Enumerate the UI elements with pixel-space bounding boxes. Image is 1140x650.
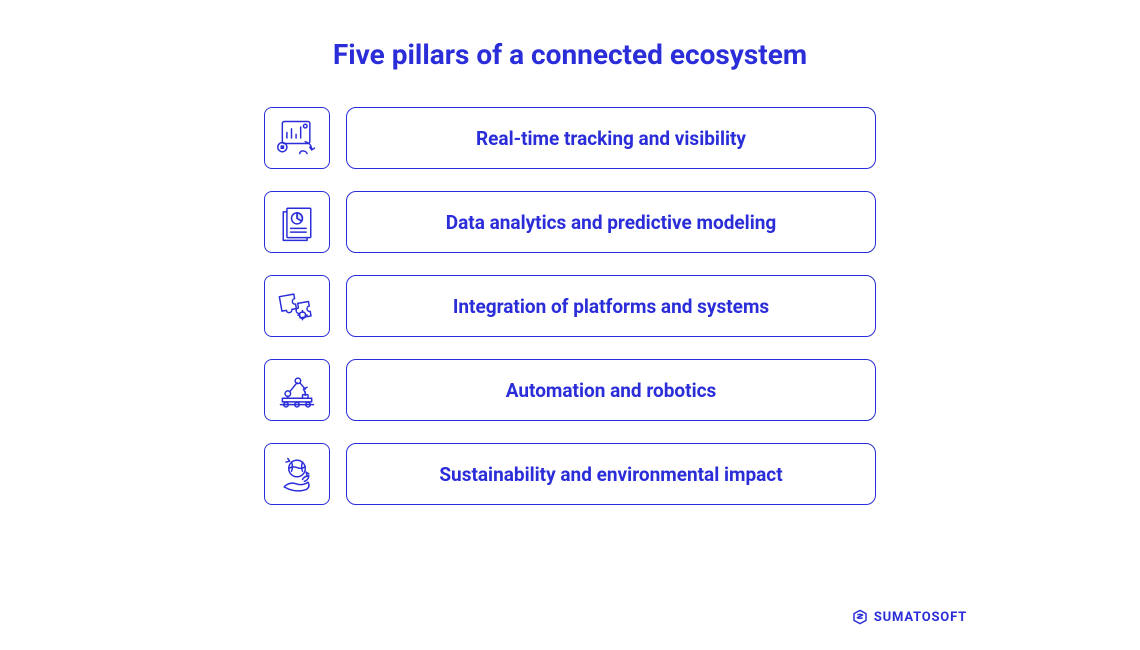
analytics-chart-icon	[275, 200, 319, 244]
pillar-row: Real-time tracking and visibility	[264, 107, 876, 169]
pillar-row: Sustainability and environmental impact	[264, 443, 876, 505]
pillar-icon-box	[264, 107, 330, 169]
sumatosoft-logo-icon	[852, 609, 868, 625]
dashboard-tracking-icon	[275, 116, 319, 160]
sustainability-eco-icon	[275, 452, 319, 496]
pillar-row: Automation and robotics	[264, 359, 876, 421]
page-title: Five pillars of a connected ecosystem	[333, 38, 807, 71]
pillar-label: Integration of platforms and systems	[453, 295, 769, 318]
pillar-row: Integration of platforms and systems	[264, 275, 876, 337]
pillar-list: Real-time tracking and visibility Data a…	[264, 107, 876, 505]
brand-badge: SUMATOSOFT	[852, 609, 967, 625]
pillar-icon-box	[264, 275, 330, 337]
robotics-arm-icon	[275, 368, 319, 412]
pillar-row: Data analytics and predictive modeling	[264, 191, 876, 253]
pillar-label-box: Sustainability and environmental impact	[346, 443, 876, 505]
pillar-label: Real-time tracking and visibility	[476, 127, 746, 150]
pillar-label-box: Data analytics and predictive modeling	[346, 191, 876, 253]
brand-name: SUMATOSOFT	[874, 610, 967, 625]
pillar-icon-box	[264, 443, 330, 505]
pillar-label: Automation and robotics	[506, 379, 717, 402]
pillar-label-box: Integration of platforms and systems	[346, 275, 876, 337]
integration-puzzle-icon	[275, 284, 319, 328]
pillar-icon-box	[264, 191, 330, 253]
pillar-label: Data analytics and predictive modeling	[446, 211, 777, 234]
pillar-label: Sustainability and environmental impact	[439, 463, 782, 486]
pillar-label-box: Automation and robotics	[346, 359, 876, 421]
pillar-icon-box	[264, 359, 330, 421]
infographic-container: Five pillars of a connected ecosystem	[0, 0, 1140, 505]
pillar-label-box: Real-time tracking and visibility	[346, 107, 876, 169]
